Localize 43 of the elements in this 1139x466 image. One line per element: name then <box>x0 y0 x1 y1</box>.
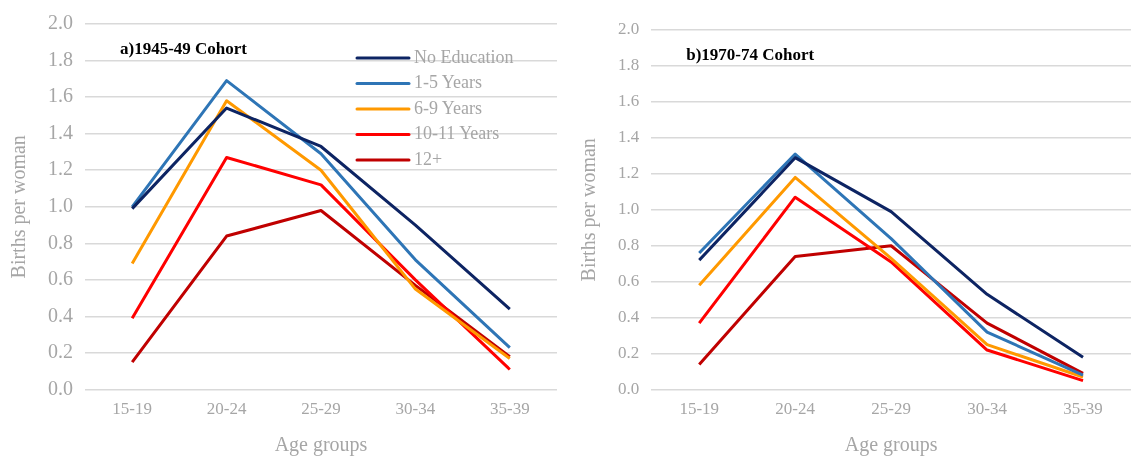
y-tick-label: 0.0 <box>618 379 640 399</box>
x-tick-label: 15-19 <box>679 399 720 419</box>
x-tick-label: 15-19 <box>112 399 153 419</box>
y-tick-label: 1.8 <box>48 47 73 70</box>
x-axis-title: Age groups <box>844 433 938 457</box>
y-tick-label: 0.2 <box>618 343 640 363</box>
x-tick-label: 35-39 <box>1063 399 1103 419</box>
y-tick-label: 2.0 <box>618 19 640 39</box>
text: b)1970-74 Cohort <box>686 45 815 65</box>
y-tick-label: 1.8 <box>618 55 640 75</box>
y-tick-label: 1.6 <box>48 84 73 107</box>
x-tick-label: 30-34 <box>395 399 436 419</box>
x-tick-label: 25-29 <box>871 399 911 419</box>
y-tick-label: 0.4 <box>618 307 640 327</box>
y-tick-label: 0.0 <box>48 376 73 399</box>
text: a)1945-49 Cohort <box>120 39 248 59</box>
y-tick-label: 0.6 <box>48 267 73 290</box>
legend-label: No Education <box>414 46 514 67</box>
legend-label: 1-5 Years <box>414 72 483 93</box>
y-tick-label: 2.0 <box>48 11 73 34</box>
legend-label: 6-9 Years <box>414 97 483 118</box>
y-tick-label: 1.0 <box>48 194 73 217</box>
x-tick-label: 25-29 <box>301 399 341 419</box>
y-tick-label: 0.8 <box>618 235 640 255</box>
y-tick-label: 1.0 <box>618 199 640 219</box>
x-tick-label: 30-34 <box>967 399 1008 419</box>
y-tick-label: 0.6 <box>618 271 640 291</box>
x-tick-label: 20-24 <box>775 399 816 419</box>
y-tick-label: 0.4 <box>48 303 73 326</box>
y-tick-label: 0.8 <box>48 230 73 253</box>
y-tick-label: 1.2 <box>48 157 73 180</box>
y-axis-title: Births per woman <box>7 135 31 279</box>
y-tick-label: 1.6 <box>618 91 640 111</box>
y-tick-label: 1.2 <box>618 163 640 183</box>
y-tick-label: 0.2 <box>48 340 73 363</box>
legend-label: 12+ <box>414 148 443 169</box>
x-tick-label: 35-39 <box>489 399 530 419</box>
y-tick-label: 1.4 <box>618 127 640 147</box>
x-tick-label: 20-24 <box>206 399 247 419</box>
y-tick-label: 1.4 <box>48 120 73 143</box>
x-axis-title: Age groups <box>274 433 368 457</box>
y-axis-title: Births per woman <box>577 138 601 282</box>
legend-label: 10-11 Years <box>414 123 500 144</box>
